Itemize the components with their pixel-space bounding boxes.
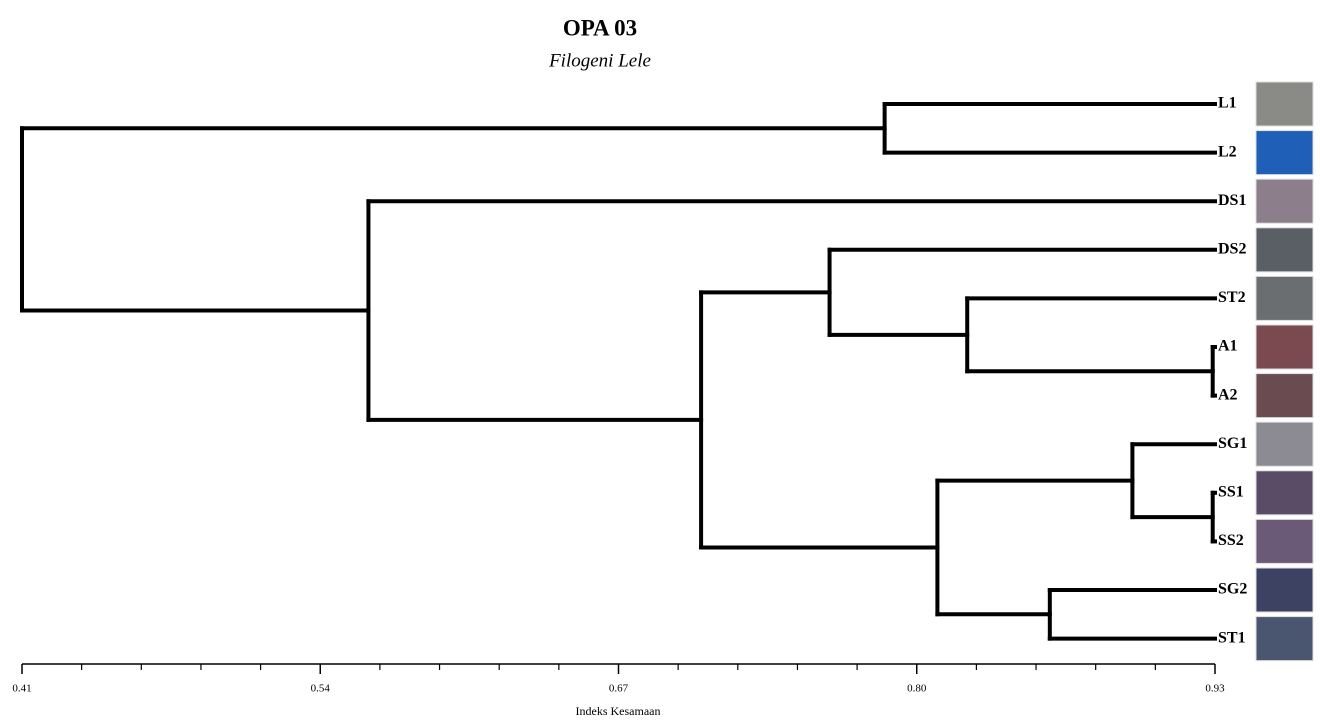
leaf-label: SG1 xyxy=(1218,435,1247,452)
leaf-label: ST2 xyxy=(1218,289,1246,306)
leaf-photo xyxy=(1255,324,1314,370)
leaf-label: SS2 xyxy=(1218,532,1244,549)
leaf-photo xyxy=(1255,81,1314,127)
leaf-label: L2 xyxy=(1218,143,1237,160)
leaf-label: ST1 xyxy=(1218,629,1246,646)
leaf-photo xyxy=(1255,421,1314,467)
x-tick-label: 0.93 xyxy=(1205,683,1225,695)
leaf-photo xyxy=(1255,227,1314,273)
x-tick-label: 0.67 xyxy=(609,683,629,695)
leaf-photo xyxy=(1255,518,1314,564)
chart-subtitle: Filogeni Lele xyxy=(548,50,651,71)
x-tick-label: 0.41 xyxy=(12,683,31,695)
leaf-photo xyxy=(1255,130,1314,176)
x-tick-label: 0.80 xyxy=(907,683,927,695)
leaf-photo xyxy=(1255,470,1314,516)
leaf-label: DS1 xyxy=(1218,192,1246,209)
x-tick-label: 0.54 xyxy=(311,683,331,695)
leaf-photo xyxy=(1255,616,1314,662)
leaf-label: SS1 xyxy=(1218,483,1244,500)
leaf-label: L1 xyxy=(1218,95,1237,112)
leaf-photo xyxy=(1255,567,1314,613)
leaf-photo xyxy=(1255,373,1314,419)
leaf-label: SG2 xyxy=(1218,581,1247,598)
leaf-label: A2 xyxy=(1218,386,1238,403)
leaf-label: A1 xyxy=(1218,338,1238,355)
x-axis-label: Indeks Kesamaan xyxy=(576,704,661,718)
chart-title: OPA 03 xyxy=(563,15,637,40)
leaf-photo xyxy=(1255,275,1314,321)
leaf-photo xyxy=(1255,178,1314,224)
leaf-label: DS2 xyxy=(1218,240,1246,257)
